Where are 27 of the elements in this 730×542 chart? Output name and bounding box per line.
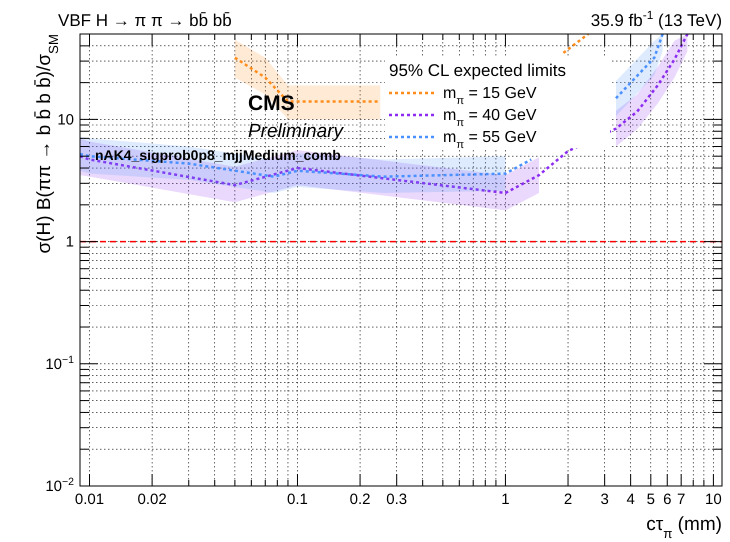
x-tick-label: 0.01 — [74, 491, 104, 508]
x-tick-label: 5 — [646, 491, 655, 508]
x-axis-title: cτ$_{π}$ (mm) — [646, 514, 722, 540]
x-tick-label: 0.2 — [350, 491, 371, 508]
annotation: CMS — [248, 92, 295, 115]
y-tick-label: 10$^{−1}$ — [45, 354, 74, 373]
x-tick-label: 0.3 — [386, 491, 408, 508]
annotation: Preliminary — [248, 121, 345, 142]
x-tick-label: 0.1 — [287, 491, 308, 508]
x-tick-label: 6 — [663, 491, 672, 508]
x-tick-label: 2 — [564, 491, 572, 508]
legend-label: m$_{π}$ = 40 GeV — [443, 107, 537, 129]
x-tick-label: 4 — [626, 491, 635, 508]
annotation: nAK4_sigprob0p8_mjjMedium_comb — [95, 147, 341, 163]
legend-label: m$_{π}$ = 15 GeV — [443, 85, 537, 107]
y-tick-label: 10 — [57, 111, 74, 128]
x-tick-label: 0.02 — [138, 491, 167, 508]
x-tick-label: 1 — [501, 491, 510, 508]
y-tick-label: 1 — [66, 234, 74, 251]
chart-title: VBF H → π π → bb̄ bb̄ — [58, 11, 232, 30]
legend-title: 95% CL expected limits — [389, 61, 566, 80]
x-tick-label: 7 — [677, 491, 686, 508]
legend-label: m$_{π}$ = 55 GeV — [443, 129, 537, 151]
y-tick-label: 10$^{−2}$ — [45, 476, 74, 495]
x-tick-label: 10 — [705, 491, 722, 508]
x-tick-label: 3 — [600, 491, 609, 508]
chart-subtitle: 35.9 fb$^{-1}$ (13 TeV) — [590, 8, 722, 30]
